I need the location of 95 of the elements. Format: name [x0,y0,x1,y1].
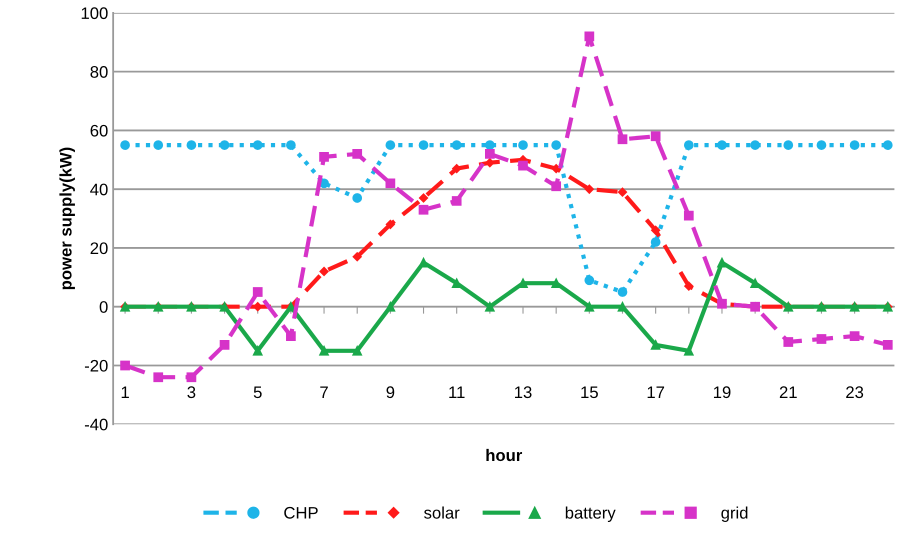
point [717,258,727,268]
point [418,204,428,215]
point [452,140,462,150]
point [386,220,395,230]
point [816,140,826,150]
point [850,331,860,341]
point [485,158,494,168]
point [650,340,661,350]
point [352,193,362,203]
x-tick-label: 1 [122,386,129,398]
y-tick-label: 40 [90,184,108,196]
x-tick-label: 23 [846,386,864,398]
point [352,149,362,159]
y-axis-title: power supply(kW) [59,148,75,290]
point [418,193,428,203]
x-tick-label: 9 [386,386,394,398]
point [120,140,130,150]
x-tick-label: 17 [648,386,664,398]
x-tick-label: 7 [320,386,328,398]
point [684,140,694,150]
point [120,360,130,370]
point [186,140,196,150]
point [584,275,594,286]
point [882,340,893,350]
y-tick-label: 100 [82,7,108,20]
x-tick-label: 3 [187,386,196,398]
point [684,210,694,220]
x-tick-label: 21 [780,386,797,398]
point [552,164,561,174]
point [484,149,495,159]
point [783,140,794,150]
point [584,302,594,312]
legend-label: CHP [284,506,318,519]
point [452,164,462,174]
x-tick-label: 19 [714,386,730,398]
point [452,196,462,206]
point [220,340,230,350]
point [252,140,263,150]
point [618,187,628,197]
y-tick-label: -20 [84,360,108,372]
y-tick-label: 60 [90,124,108,137]
point [816,334,826,344]
point [717,140,727,150]
point [252,346,263,356]
x-axis-title: hour [486,448,522,462]
point [618,302,628,312]
point [518,140,528,150]
point [684,282,694,291]
x-tick-label: 5 [254,386,262,398]
point [352,252,362,262]
point [319,346,329,356]
point [650,237,661,247]
point [584,32,594,42]
point [551,181,562,192]
point [518,278,528,288]
point [386,140,396,150]
legend-label: solar [424,506,460,519]
point [418,140,428,150]
point [551,140,562,150]
point [418,258,428,268]
point [484,302,495,312]
point [153,140,164,150]
point [618,134,628,144]
point [352,346,362,356]
legend-label: battery [566,506,616,522]
point [220,140,230,150]
point [783,337,794,347]
x-tick-label: 15 [581,386,598,398]
point [286,140,296,150]
point [186,372,196,382]
y-tick-label: -40 [84,418,108,430]
point [484,140,495,150]
point [882,140,893,150]
point [750,140,760,150]
point [850,140,860,150]
point [252,287,263,297]
point [650,131,661,142]
point [518,160,528,171]
x-tick-label: 11 [449,386,465,398]
point [153,372,164,382]
point [319,266,329,276]
point [684,346,694,356]
point [651,226,660,235]
point [618,287,628,297]
point [386,178,396,188]
point [750,278,760,288]
point [584,184,594,194]
point [386,302,396,312]
point [286,331,296,341]
x-tick-label: 13 [515,386,532,398]
legend-label: grid [721,506,748,522]
point [319,152,329,162]
y-tick-label: 20 [90,242,108,254]
y-tick-label: 0 [100,301,108,313]
y-tick-label: 80 [90,66,108,78]
